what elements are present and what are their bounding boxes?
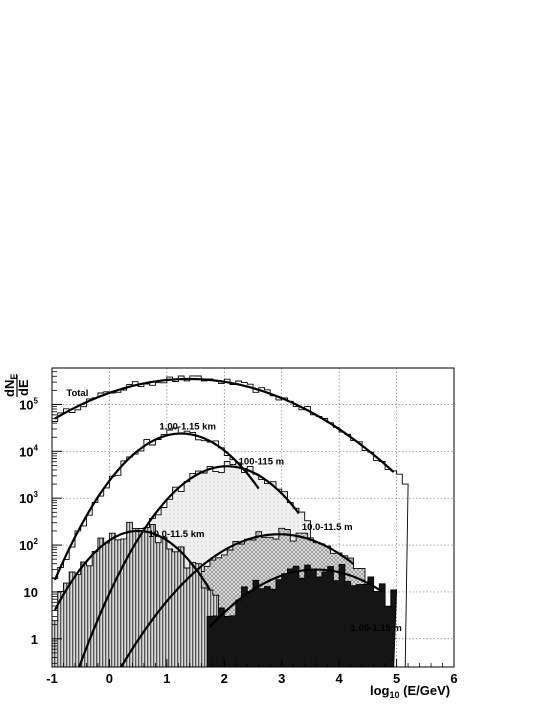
series-labels: Total 1.00-1.15 km 100-115 m 10.0-11.5 km 10… bbox=[66, 388, 402, 634]
x-tick-label: 0 bbox=[106, 671, 113, 686]
svg-text:dE: dE bbox=[16, 379, 31, 396]
y-tick-label: 1 bbox=[31, 632, 38, 647]
y-tick-label: 10 bbox=[24, 585, 38, 600]
x-tick-label: 5 bbox=[393, 671, 400, 686]
fit-curve-10-0-11-5-m bbox=[119, 533, 355, 667]
fit-curve-100-115-m bbox=[78, 465, 300, 667]
fit-curve-total bbox=[54, 377, 395, 473]
svg-text:dNE: dNE bbox=[2, 374, 19, 397]
fit-curves bbox=[53, 377, 395, 667]
axes: -1 0 1 2 3 4 5 6 1 10 102 103 104 105 bbox=[19, 367, 458, 686]
plot-frame bbox=[51, 367, 455, 668]
histograms bbox=[52, 375, 409, 667]
x-tick-label: -1 bbox=[46, 671, 58, 686]
x-tick-label: 4 bbox=[336, 671, 344, 686]
series-label-10-0-11-5-m: 10.0-11.5 m bbox=[302, 522, 353, 533]
x-tick-label: 2 bbox=[221, 671, 228, 686]
x-tick-label: 6 bbox=[450, 671, 457, 686]
series-label-1-00-1-15-m: 1.00-1.15 m bbox=[351, 623, 402, 634]
y-tick-label: 103 bbox=[19, 490, 38, 506]
fit-curve-10-0-11-5-km bbox=[53, 529, 211, 611]
series-label-1-00-1-15-km: 1.00-1.15 km bbox=[159, 422, 216, 433]
y-tick-label: 102 bbox=[19, 537, 38, 553]
x-axis-label: log10 (E/GeV) bbox=[370, 683, 450, 700]
series-label-10-0-11-5-km: 10.0-11.5 km bbox=[148, 529, 204, 540]
y-axis-label: dNE dE bbox=[2, 374, 31, 397]
y-tick-label: 104 bbox=[19, 443, 38, 459]
x-tick-label: 3 bbox=[278, 671, 285, 686]
fit-curve-1-00-1-15-m bbox=[209, 568, 383, 628]
series-label-total: Total bbox=[66, 388, 88, 399]
fit-curve-1-00-1-15-km bbox=[53, 432, 260, 581]
y-tick-label: 105 bbox=[19, 396, 38, 412]
series-label-100-115-m: 100-115 m bbox=[239, 457, 284, 468]
x-tick-label: 1 bbox=[163, 671, 170, 686]
